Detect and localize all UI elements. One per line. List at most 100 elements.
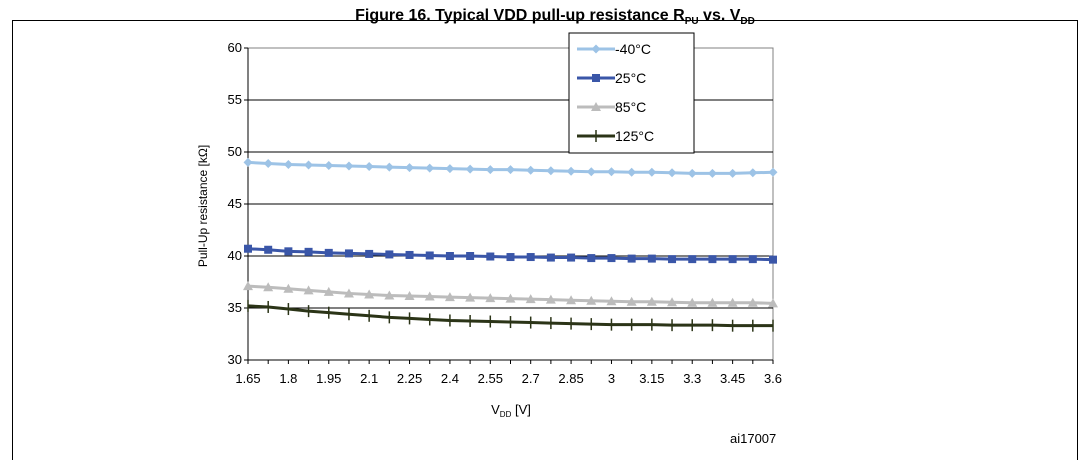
legend-item-2: 85°C — [577, 99, 646, 115]
x-axis-label-unit: [V] — [511, 402, 531, 417]
data-point — [466, 252, 475, 260]
data-point — [647, 167, 657, 177]
data-point — [304, 160, 314, 170]
x-tick-label: 3.3 — [683, 371, 701, 386]
data-point — [445, 164, 455, 174]
figure-caption: Figure 16. Typical VDD pull-up resistanc… — [13, 7, 1084, 27]
x-tick-label: 3.15 — [639, 371, 664, 386]
data-point — [506, 165, 515, 175]
axis-layer: 30 35 40 45 50 55 60 1.65 1.8 1.95 2.1 2.25 2.4 2.55 2… — [228, 40, 783, 386]
x-tick-label: 2.25 — [397, 371, 422, 386]
data-point — [384, 162, 394, 172]
x-tick-label: 2.55 — [478, 371, 503, 386]
data-point — [283, 159, 293, 169]
x-tick-label: 2.7 — [522, 371, 540, 386]
data-point — [263, 282, 274, 292]
x-tick-label: 3.6 — [764, 371, 782, 386]
data-point — [323, 286, 334, 296]
x-tick-label: 2.4 — [441, 371, 459, 386]
data-point — [546, 166, 556, 176]
y-tick-label: 35 — [228, 300, 242, 315]
data-point — [587, 254, 596, 263]
data-point — [405, 250, 414, 259]
x-tick-label: 1.65 — [235, 371, 260, 386]
data-point — [748, 168, 758, 178]
data-point — [546, 253, 555, 262]
data-point — [324, 248, 333, 257]
x-axis-label-sub: DD — [500, 410, 512, 419]
x-axis-label: VDD [V] — [491, 402, 531, 419]
data-point — [343, 288, 354, 298]
data-point — [607, 254, 616, 263]
data-point — [606, 167, 616, 177]
data-point — [526, 253, 535, 262]
data-point — [243, 281, 253, 291]
data-point — [324, 161, 334, 171]
legend-box — [568, 32, 695, 154]
x-tick-label: 2.85 — [558, 371, 583, 386]
data-point — [365, 249, 374, 258]
data-point — [244, 244, 252, 253]
data-point — [505, 293, 516, 303]
x-tick-label: 1.8 — [279, 371, 297, 386]
series-layer — [243, 157, 778, 332]
data-point — [592, 74, 600, 82]
figure-id: ai17007 — [730, 431, 776, 446]
y-tick-label: 55 — [228, 92, 242, 107]
data-point — [264, 245, 273, 254]
data-point — [728, 168, 738, 178]
data-point — [424, 291, 435, 301]
data-point — [506, 253, 515, 262]
data-point — [748, 255, 757, 264]
data-point — [567, 253, 576, 262]
data-point — [707, 168, 717, 178]
y-axis-label: Pull-Up resistance [kΩ] — [196, 145, 210, 267]
data-point — [586, 167, 596, 177]
x-tick-label: 3.45 — [720, 371, 745, 386]
data-point — [425, 251, 434, 260]
data-point — [485, 165, 495, 175]
x-tick-label: 3 — [608, 371, 615, 386]
data-point — [566, 166, 576, 176]
data-point — [769, 255, 777, 264]
series-0 — [243, 157, 778, 178]
data-point — [646, 296, 657, 306]
y-tick-label: 30 — [228, 352, 242, 367]
caption-sub: PU — [684, 16, 699, 28]
data-point — [768, 298, 778, 308]
legend-label: 125°C — [615, 128, 654, 144]
series-2 — [243, 281, 778, 308]
data-point — [364, 162, 374, 172]
data-point — [304, 247, 313, 256]
data-point — [687, 168, 697, 178]
y-tick-label: 40 — [228, 248, 242, 263]
data-point — [465, 164, 475, 174]
data-point — [768, 167, 778, 177]
data-point — [283, 283, 294, 293]
data-point — [364, 289, 375, 299]
data-point — [688, 255, 697, 264]
legend-item-3: 125°C — [577, 128, 654, 144]
legend-label: -40°C — [615, 41, 651, 57]
data-point — [728, 255, 737, 264]
data-point — [687, 297, 698, 307]
caption-main: Figure 16. Typical VDD pull-up resistanc… — [355, 7, 685, 24]
data-point — [284, 247, 293, 256]
x-tick-label: 2.1 — [360, 371, 378, 386]
data-point — [243, 157, 253, 167]
x-tick-label: 1.95 — [316, 371, 341, 386]
data-point — [727, 297, 738, 307]
data-point — [667, 168, 677, 178]
data-point — [707, 297, 718, 307]
x-axis-label-main: V — [491, 402, 500, 417]
data-point — [385, 250, 394, 259]
data-point — [486, 252, 495, 261]
data-point — [263, 158, 273, 168]
data-point — [525, 294, 536, 304]
data-point — [606, 296, 617, 306]
data-point — [627, 167, 637, 177]
data-point — [667, 297, 678, 307]
legend: -40°C 25°C 85°C 125°C — [568, 32, 695, 154]
series-1 — [244, 244, 777, 264]
